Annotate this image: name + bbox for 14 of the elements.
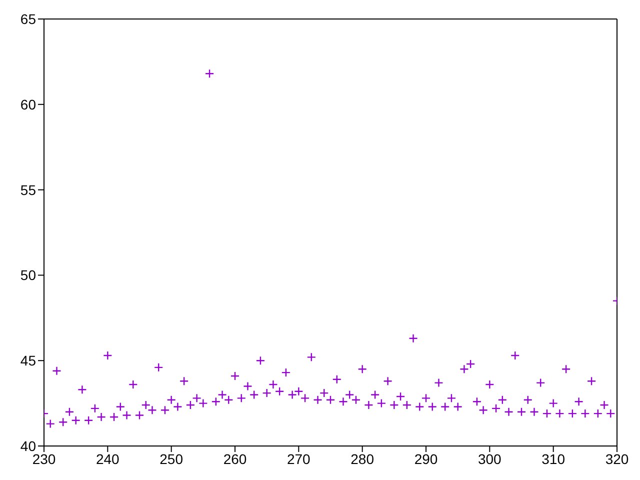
x-tick-label: 310 [542, 450, 566, 467]
x-tick-label: 250 [160, 450, 184, 467]
x-tick-label: 320 [605, 450, 629, 467]
y-tick-label: 65 [20, 10, 36, 27]
x-tick-label: 300 [478, 450, 502, 467]
y-tick-label: 50 [20, 267, 36, 284]
x-tick-label: 270 [286, 450, 311, 467]
x-tick-label: 290 [414, 450, 438, 467]
x-tick-label: 240 [96, 450, 120, 467]
y-tick-label: 55 [20, 182, 36, 198]
x-tick-label: 260 [223, 450, 247, 467]
x-tick-label: 280 [350, 450, 374, 467]
y-tick-label: 45 [20, 352, 36, 369]
y-tick-label: 60 [20, 96, 36, 112]
